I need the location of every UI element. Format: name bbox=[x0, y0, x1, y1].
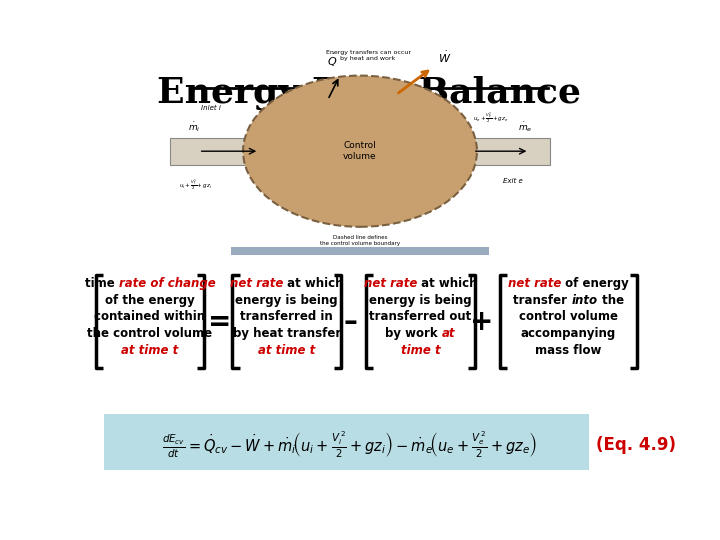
Text: of the energy: of the energy bbox=[105, 294, 195, 307]
Text: by heat transfer: by heat transfer bbox=[233, 327, 341, 340]
Text: at time t: at time t bbox=[122, 345, 179, 357]
Text: contained within: contained within bbox=[94, 310, 205, 323]
Text: Energy Rate Balance: Energy Rate Balance bbox=[157, 75, 581, 110]
Text: $\frac{dE_{cv}}{dt} = \dot{Q}_{cv} - \dot{W} + \dot{m}_i\!\left(u_i + \frac{V_i^: $\frac{dE_{cv}}{dt} = \dot{Q}_{cv} - \do… bbox=[162, 430, 537, 461]
Text: $\dot{W}$: $\dot{W}$ bbox=[438, 50, 451, 65]
Text: mass flow: mass flow bbox=[535, 345, 602, 357]
Text: –: – bbox=[343, 308, 358, 335]
Polygon shape bbox=[231, 247, 489, 255]
Text: into: into bbox=[572, 294, 598, 307]
Text: control volume: control volume bbox=[519, 310, 618, 323]
Text: time: time bbox=[85, 276, 119, 289]
Polygon shape bbox=[171, 138, 259, 165]
Polygon shape bbox=[461, 138, 549, 165]
Text: the: the bbox=[598, 294, 624, 307]
Text: Dashed line defines
the control volume boundary: Dashed line defines the control volume b… bbox=[320, 235, 400, 246]
Text: the control volume: the control volume bbox=[87, 327, 212, 340]
Text: Control
volume: Control volume bbox=[343, 141, 377, 161]
Text: accompanying: accompanying bbox=[521, 327, 616, 340]
Text: +: + bbox=[470, 308, 493, 335]
Text: at: at bbox=[442, 327, 456, 340]
Text: transferred out: transferred out bbox=[369, 310, 472, 323]
Text: $u_e + \frac{V_e^2}{2} + gz_e$: $u_e + \frac{V_e^2}{2} + gz_e$ bbox=[473, 111, 508, 126]
Text: time t: time t bbox=[401, 345, 441, 357]
Text: at which: at which bbox=[283, 276, 343, 289]
Text: at time t: at time t bbox=[258, 345, 315, 357]
Text: rate of change: rate of change bbox=[119, 276, 215, 289]
Text: Energy transfers can occur
by heat and work: Energy transfers can occur by heat and w… bbox=[325, 50, 410, 60]
Text: net rate: net rate bbox=[364, 276, 417, 289]
Text: Exit e: Exit e bbox=[503, 178, 523, 184]
Text: (Eq. 4.9): (Eq. 4.9) bbox=[595, 436, 675, 454]
Text: transfer: transfer bbox=[513, 294, 572, 307]
Text: by work: by work bbox=[385, 327, 442, 340]
Text: $\dot{m}_e$: $\dot{m}_e$ bbox=[518, 120, 533, 133]
Text: at which: at which bbox=[417, 276, 477, 289]
Text: $\dot{Q}$: $\dot{Q}$ bbox=[327, 52, 337, 69]
Text: transferred in: transferred in bbox=[240, 310, 333, 323]
Ellipse shape bbox=[243, 76, 477, 227]
Text: net rate: net rate bbox=[230, 276, 283, 289]
Text: energy is being: energy is being bbox=[369, 294, 472, 307]
Text: net rate: net rate bbox=[508, 276, 562, 289]
Text: $u_i + \frac{V_i^2}{2} + gz_i$: $u_i + \frac{V_i^2}{2} + gz_i$ bbox=[179, 178, 212, 193]
Text: of energy: of energy bbox=[562, 276, 629, 289]
Text: Inlet i: Inlet i bbox=[201, 105, 221, 111]
FancyBboxPatch shape bbox=[104, 414, 590, 470]
Text: =: = bbox=[208, 308, 231, 335]
Text: $\dot{m}_i$: $\dot{m}_i$ bbox=[189, 120, 201, 133]
Text: energy is being: energy is being bbox=[235, 294, 338, 307]
